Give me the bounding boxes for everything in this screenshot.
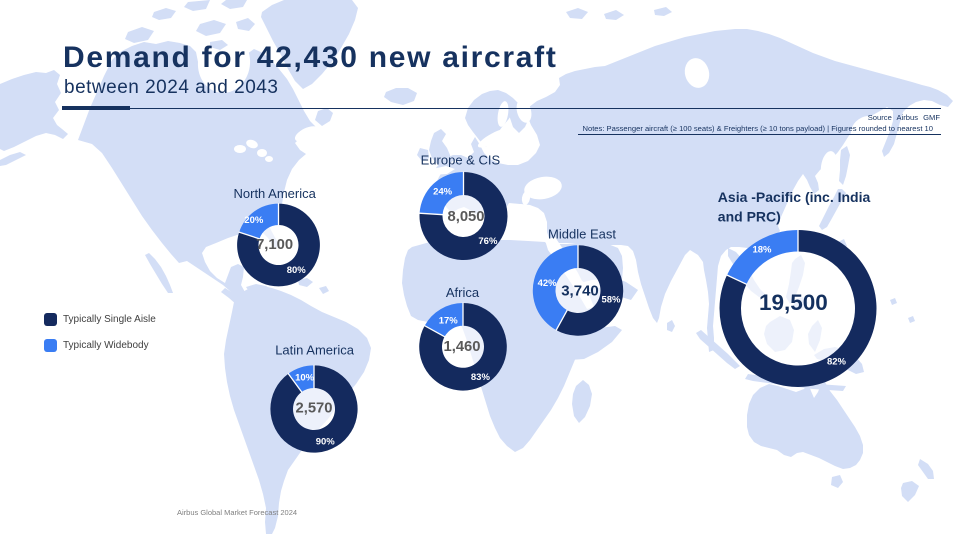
svg-text:82%: 82% [827, 357, 847, 368]
svg-text:19,500: 19,500 [759, 290, 828, 315]
svg-text:Latin America: Latin America [275, 342, 355, 357]
svg-text:18%: 18% [752, 245, 772, 256]
svg-text:76%: 76% [478, 236, 498, 247]
svg-text:83%: 83% [471, 372, 491, 383]
svg-text:8,050: 8,050 [447, 209, 484, 225]
svg-text:42%: 42% [538, 278, 558, 289]
svg-text:20%: 20% [244, 215, 264, 226]
svg-text:Africa: Africa [446, 285, 480, 300]
svg-text:Middle East: Middle East [548, 226, 616, 241]
svg-text:7,100: 7,100 [256, 237, 293, 253]
svg-text:Europe & CIS: Europe & CIS [421, 152, 501, 167]
svg-text:North America: North America [234, 186, 317, 201]
svg-text:10%: 10% [295, 373, 315, 384]
svg-text:17%: 17% [439, 315, 459, 326]
svg-text:1,460: 1,460 [443, 339, 480, 355]
svg-text:Asia -Pacific (inc. India: Asia -Pacific (inc. India [718, 189, 871, 205]
svg-text:24%: 24% [433, 187, 453, 198]
svg-text:80%: 80% [287, 265, 307, 276]
svg-text:58%: 58% [601, 294, 621, 305]
svg-text:2,570: 2,570 [295, 401, 332, 417]
svg-text:90%: 90% [316, 436, 336, 447]
svg-text:3,740: 3,740 [561, 283, 599, 300]
svg-text:and PRC): and PRC) [718, 209, 781, 225]
